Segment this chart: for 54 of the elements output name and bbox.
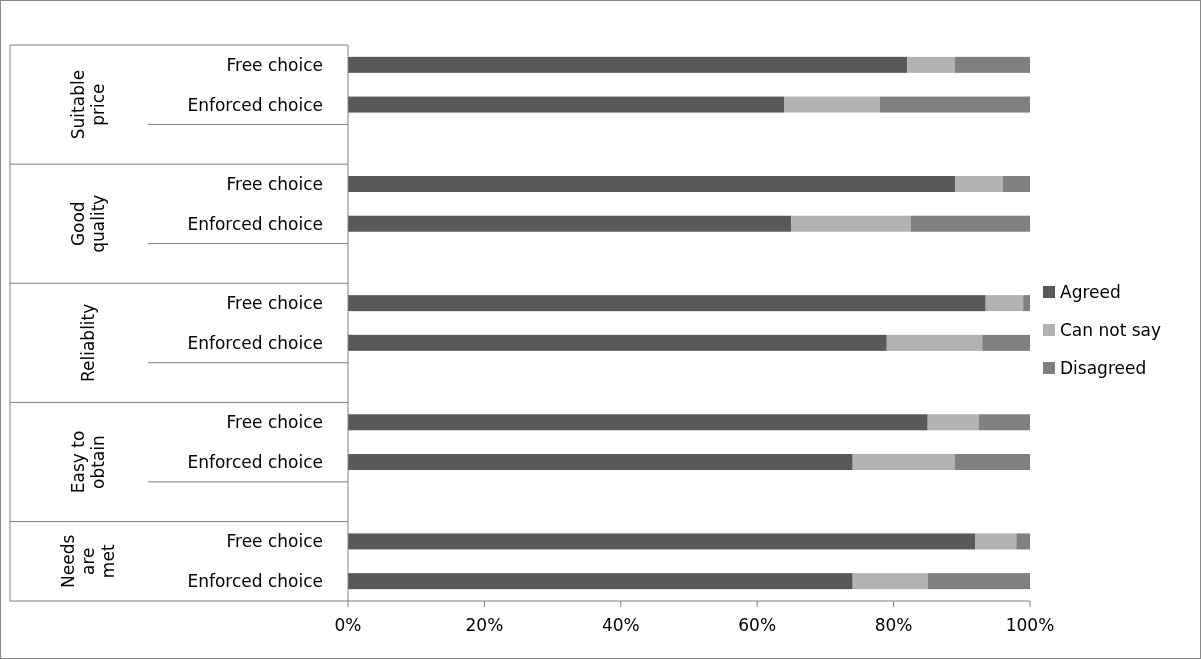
legend-label: Disagreed [1060,357,1147,378]
y-tick-label: Enforced choice [187,451,323,472]
y-tick-label: Enforced choice [187,571,323,592]
bar [348,454,853,470]
x-tick-label: 0% [334,615,362,635]
text: Good quality [67,194,109,253]
text: Suitable price [67,69,109,140]
bar [791,215,911,232]
bar [886,334,983,351]
bar [852,573,928,590]
bar [1002,176,1030,192]
bar [954,176,1003,192]
bar [1016,533,1030,550]
x-tick-label: 80% [874,615,913,635]
x-tick-label: 40% [601,615,640,635]
bar [852,454,955,470]
y-tick-label: Free choice [226,54,323,75]
text: Easy to obtain [67,430,109,494]
bar [348,56,908,73]
text: Needs are met [57,534,119,588]
bar [954,454,1030,470]
bar [348,414,928,431]
bar [910,215,1030,232]
bar [978,414,1030,431]
x-tick-label: 20% [465,615,504,635]
bar [975,533,1017,550]
bar [784,96,880,113]
y-tick-label: Enforced choice [187,94,323,115]
bar [879,96,1030,113]
y-tick-label: Free choice [226,531,323,552]
bar [907,56,955,73]
bar [348,176,955,192]
bar [348,96,785,113]
legend-label: Can not say [1060,319,1162,340]
y-tick-label: Free choice [226,293,323,314]
bar [348,334,887,351]
bar [348,533,976,550]
bar [985,295,1024,312]
bar [927,573,1030,590]
x-tick-label: 100% [1005,615,1055,635]
bar [954,56,1030,73]
y-tick-label: Free choice [226,173,323,194]
y-tick-label: Enforced choice [187,213,323,234]
bar [1023,295,1030,312]
bar [348,573,853,590]
y-tick-label: Enforced choice [187,332,323,353]
bar [348,295,986,312]
bar [348,215,792,232]
x-tick-label: 60% [738,615,777,635]
bar [927,414,979,431]
text: Reliablity [77,303,98,383]
y-tick-label: Free choice [226,412,323,433]
bar [982,334,1030,351]
legend-label: Agreed [1060,281,1121,302]
